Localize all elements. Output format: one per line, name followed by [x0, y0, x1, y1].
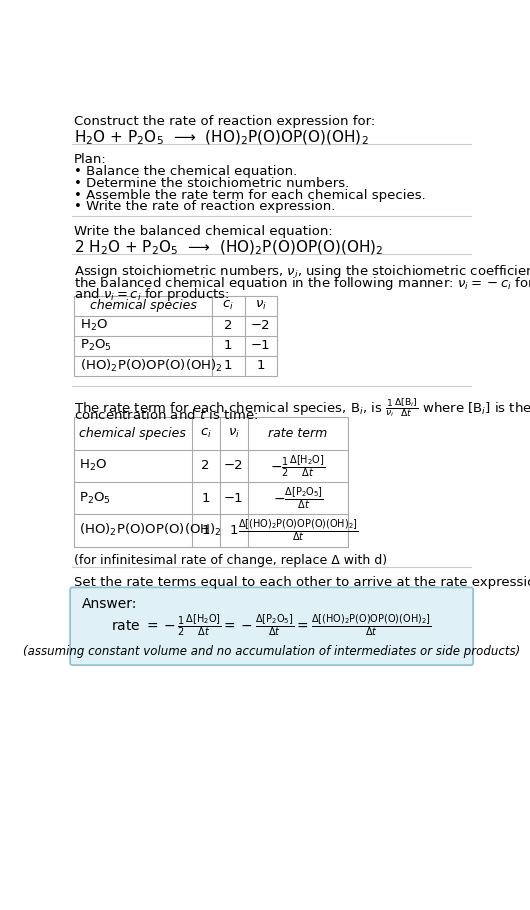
- Text: Set the rate terms equal to each other to arrive at the rate expression:: Set the rate terms equal to each other t…: [74, 576, 530, 589]
- Text: • Write the rate of reaction expression.: • Write the rate of reaction expression.: [74, 200, 335, 213]
- Text: −2: −2: [251, 319, 271, 332]
- Text: $-\frac{\Delta[\mathrm{P_2O_5}]}{\Delta t}$: $-\frac{\Delta[\mathrm{P_2O_5}]}{\Delta …: [272, 485, 323, 511]
- Text: $\frac{\Delta[(\mathrm{HO})_2\mathrm{P(O)OP(O)(OH)}_2]}{\Delta t}$: $\frac{\Delta[(\mathrm{HO})_2\mathrm{P(O…: [238, 518, 358, 543]
- Text: (for infinitesimal rate of change, replace Δ with d): (for infinitesimal rate of change, repla…: [74, 554, 387, 567]
- Bar: [74, 296, 277, 376]
- Text: H$_2$O + P$_2$O$_5$  ⟶  (HO)$_2$P(O)OP(O)(OH)$_2$: H$_2$O + P$_2$O$_5$ ⟶ (HO)$_2$P(O)OP(O)(…: [74, 128, 369, 147]
- Text: the balanced chemical equation in the following manner: $\nu_i = -c_i$ for react: the balanced chemical equation in the fo…: [74, 275, 530, 292]
- Text: H$_2$O: H$_2$O: [80, 458, 108, 473]
- Text: P$_2$O$_5$: P$_2$O$_5$: [80, 338, 112, 353]
- Text: 1: 1: [201, 491, 210, 504]
- Text: • Balance the chemical equation.: • Balance the chemical equation.: [74, 166, 297, 178]
- Text: Answer:: Answer:: [82, 597, 137, 612]
- Text: 2: 2: [224, 319, 233, 332]
- Text: $\nu_i$: $\nu_i$: [228, 427, 240, 440]
- Text: concentration and $t$ is time:: concentration and $t$ is time:: [74, 408, 258, 422]
- Text: Assign stoichiometric numbers, $\nu_i$, using the stoichiometric coefficients, $: Assign stoichiometric numbers, $\nu_i$, …: [74, 263, 530, 280]
- Text: rate $= -\frac{1}{2}\frac{\Delta[\mathrm{H_2O}]}{\Delta t} = -\frac{\Delta[\math: rate $= -\frac{1}{2}\frac{\Delta[\mathrm…: [111, 612, 432, 638]
- Text: $\nu_i$: $\nu_i$: [255, 299, 267, 312]
- Text: 1: 1: [224, 339, 233, 352]
- Text: The rate term for each chemical species, B$_i$, is $\frac{1}{\nu_i}\frac{\Delta[: The rate term for each chemical species,…: [74, 396, 530, 419]
- Text: rate term: rate term: [268, 427, 328, 440]
- Bar: [74, 417, 348, 547]
- Text: (assuming constant volume and no accumulation of intermediates or side products): (assuming constant volume and no accumul…: [23, 645, 520, 658]
- Text: Construct the rate of reaction expression for:: Construct the rate of reaction expressio…: [74, 116, 375, 128]
- Text: (HO)$_2$P(O)OP(O)(OH)$_2$: (HO)$_2$P(O)OP(O)(OH)$_2$: [80, 358, 223, 374]
- Text: P$_2$O$_5$: P$_2$O$_5$: [80, 490, 111, 506]
- Text: 2: 2: [201, 460, 210, 472]
- Text: Write the balanced chemical equation:: Write the balanced chemical equation:: [74, 226, 333, 238]
- Text: (HO)$_2$P(O)OP(O)(OH)$_2$: (HO)$_2$P(O)OP(O)(OH)$_2$: [80, 522, 222, 539]
- Text: 2 H$_2$O + P$_2$O$_5$  ⟶  (HO)$_2$P(O)OP(O)(OH)$_2$: 2 H$_2$O + P$_2$O$_5$ ⟶ (HO)$_2$P(O)OP(O…: [74, 238, 383, 257]
- Text: 1: 1: [201, 524, 210, 537]
- Text: 1: 1: [229, 524, 238, 537]
- Text: chemical species: chemical species: [80, 427, 187, 440]
- Text: $c_i$: $c_i$: [222, 299, 234, 312]
- Text: $-\frac{1}{2}\frac{\Delta[\mathrm{H_2O}]}{\Delta t}$: $-\frac{1}{2}\frac{\Delta[\mathrm{H_2O}]…: [270, 453, 325, 479]
- Text: and $\nu_i = c_i$ for products:: and $\nu_i = c_i$ for products:: [74, 287, 229, 303]
- Text: • Assemble the rate term for each chemical species.: • Assemble the rate term for each chemic…: [74, 188, 426, 201]
- Text: Plan:: Plan:: [74, 153, 107, 167]
- Text: −1: −1: [251, 339, 271, 352]
- Text: H$_2$O: H$_2$O: [80, 318, 108, 333]
- Text: −1: −1: [224, 491, 243, 504]
- Text: 1: 1: [224, 359, 233, 372]
- Text: • Determine the stoichiometric numbers.: • Determine the stoichiometric numbers.: [74, 177, 349, 190]
- Text: 1: 1: [257, 359, 265, 372]
- Text: chemical species: chemical species: [90, 299, 197, 312]
- Text: $c_i$: $c_i$: [200, 427, 211, 440]
- FancyBboxPatch shape: [70, 587, 473, 665]
- Text: −2: −2: [224, 460, 243, 472]
